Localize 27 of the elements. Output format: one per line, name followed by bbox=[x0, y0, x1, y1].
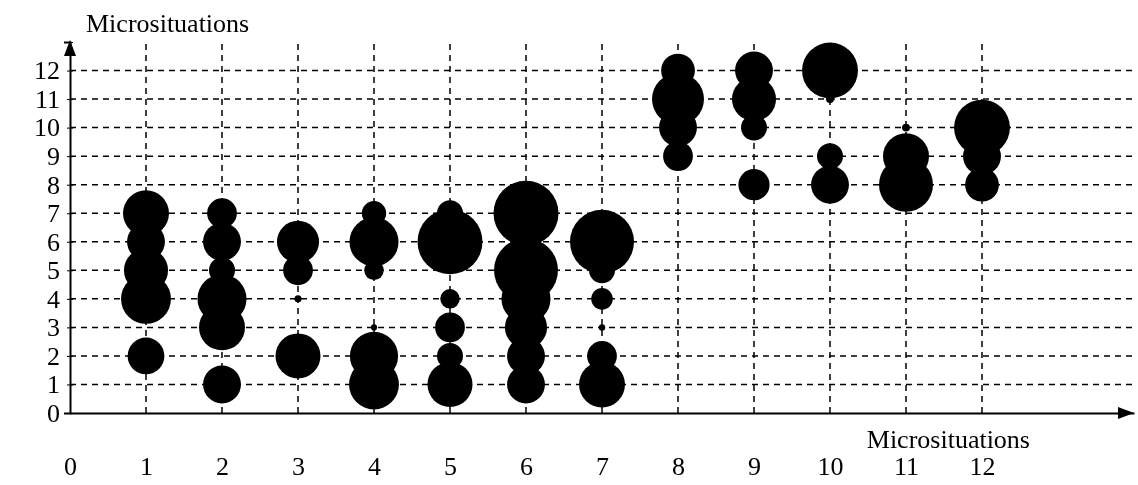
x-tick-label: 8 bbox=[672, 452, 685, 482]
y-tick-label: 3 bbox=[47, 313, 60, 343]
x-tick-label: 11 bbox=[893, 452, 920, 482]
x-tick-label: 12 bbox=[969, 452, 996, 482]
x-tick-label: 5 bbox=[444, 452, 457, 482]
x-tick-label: 10 bbox=[817, 452, 844, 482]
y-tick-label: 10 bbox=[34, 113, 60, 143]
y-tick-label: 2 bbox=[47, 341, 60, 371]
y-tick-label: 12 bbox=[34, 56, 60, 86]
x-tick-label: 4 bbox=[368, 452, 381, 482]
x-tick-label: 2 bbox=[216, 452, 229, 482]
y-tick-label: 8 bbox=[47, 170, 60, 200]
y-tick-label: 11 bbox=[34, 84, 60, 114]
y-tick-label: 1 bbox=[47, 370, 60, 400]
x-tick-label: 1 bbox=[140, 452, 153, 482]
y-tick-label: 5 bbox=[47, 256, 60, 286]
x-axis-title: Microsituations bbox=[866, 425, 1030, 454]
y-tick-label: 4 bbox=[47, 284, 60, 314]
y-tick-label: 0 bbox=[47, 398, 60, 428]
x-tick-label: 7 bbox=[596, 452, 609, 482]
y-tick-label: 7 bbox=[47, 199, 60, 229]
y-tick-label: 6 bbox=[47, 227, 60, 257]
y-tick-label: 9 bbox=[47, 141, 60, 171]
y-axis-title: Microsituations bbox=[86, 9, 250, 38]
x-tick-label: 6 bbox=[520, 452, 533, 482]
x-tick-label: 3 bbox=[292, 452, 305, 482]
x-tick-label: 9 bbox=[748, 452, 761, 482]
